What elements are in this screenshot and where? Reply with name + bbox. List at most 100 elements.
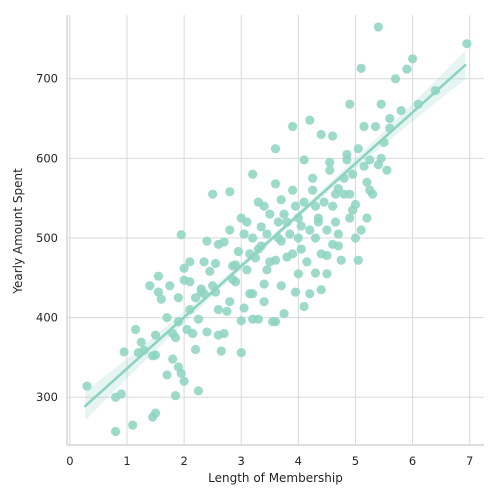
- data-point: [256, 222, 266, 232]
- data-point: [110, 426, 121, 437]
- x-tick-label: 5: [352, 454, 359, 468]
- data-point: [305, 225, 315, 235]
- data-point: [179, 376, 189, 386]
- data-point: [302, 257, 312, 267]
- data-point: [190, 344, 201, 355]
- data-point: [259, 279, 269, 289]
- data-point: [333, 229, 343, 239]
- data-point: [242, 265, 252, 275]
- data-point: [176, 368, 186, 378]
- grid: [67, 15, 484, 445]
- data-point: [322, 269, 332, 279]
- data-point: [236, 316, 246, 326]
- data-point: [162, 312, 172, 323]
- data-point: [290, 201, 301, 211]
- y-tick-label: 500: [36, 231, 58, 245]
- data-point: [199, 257, 209, 267]
- data-point: [345, 213, 355, 223]
- data-point: [348, 205, 358, 215]
- data-point: [310, 201, 321, 211]
- data-point: [225, 225, 235, 235]
- data-point: [293, 269, 303, 279]
- data-point: [256, 241, 266, 251]
- y-tick-label: 300: [36, 390, 58, 404]
- data-point: [299, 197, 309, 207]
- data-point: [356, 225, 366, 235]
- data-point: [376, 99, 386, 109]
- data-point: [210, 258, 221, 269]
- data-point: [270, 179, 281, 189]
- data-point: [356, 63, 366, 73]
- data-point: [248, 314, 258, 324]
- data-point: [179, 263, 189, 273]
- data-point: [322, 250, 332, 261]
- data-point: [407, 54, 418, 64]
- data-point: [305, 115, 315, 125]
- data-point: [316, 129, 326, 140]
- data-point: [162, 370, 172, 380]
- data-point: [333, 241, 343, 251]
- data-point: [225, 187, 235, 197]
- data-point: [188, 328, 198, 339]
- data-point: [462, 39, 472, 49]
- data-point: [299, 155, 309, 165]
- x-tick-label: 3: [238, 454, 245, 468]
- data-point: [350, 233, 361, 243]
- regression-line-group: [83, 63, 467, 408]
- data-point: [296, 221, 306, 231]
- x-tick-label: 7: [466, 454, 473, 468]
- data-point: [328, 201, 338, 211]
- data-point: [185, 305, 195, 315]
- data-point: [176, 230, 186, 240]
- data-point: [305, 289, 315, 299]
- data-point: [219, 237, 229, 247]
- data-point: [325, 157, 335, 167]
- data-point: [345, 99, 355, 109]
- x-axis-label: Length of Membership: [208, 471, 343, 485]
- regression-line: [83, 63, 467, 408]
- data-point: [130, 324, 141, 335]
- data-point: [390, 74, 401, 84]
- data-point: [319, 197, 329, 207]
- data-point: [213, 305, 223, 315]
- data-point: [382, 165, 392, 175]
- data-point: [385, 113, 395, 124]
- data-point: [242, 217, 252, 227]
- data-point: [228, 261, 238, 271]
- data-point: [330, 189, 341, 199]
- data-point: [173, 293, 183, 303]
- data-point: [202, 236, 212, 246]
- data-point: [353, 255, 363, 265]
- data-point: [82, 381, 92, 391]
- data-point: [359, 121, 369, 132]
- data-point: [345, 189, 355, 199]
- data-point: [259, 201, 269, 211]
- data-point: [202, 327, 212, 337]
- data-point: [222, 306, 232, 316]
- data-point: [259, 297, 269, 307]
- data-point: [276, 281, 286, 291]
- data-point: [328, 131, 338, 141]
- data-point: [310, 268, 321, 278]
- x-tick-label: 6: [409, 454, 416, 468]
- data-point: [128, 420, 138, 430]
- data-point: [353, 144, 363, 154]
- x-tick-label: 1: [123, 454, 130, 468]
- data-point: [190, 293, 201, 303]
- data-point: [285, 229, 295, 239]
- data-point: [156, 294, 166, 304]
- data-point: [330, 217, 341, 227]
- data-point: [310, 233, 321, 243]
- y-tick-label: 700: [36, 72, 58, 86]
- data-point: [153, 271, 163, 281]
- data-point: [288, 121, 298, 132]
- data-point: [288, 249, 298, 259]
- data-point: [265, 257, 275, 267]
- data-point: [248, 289, 258, 299]
- data-point: [185, 277, 195, 287]
- data-point: [279, 209, 289, 219]
- data-point: [150, 330, 161, 340]
- data-point: [362, 213, 372, 223]
- data-point: [185, 257, 195, 267]
- axes: [66, 15, 484, 446]
